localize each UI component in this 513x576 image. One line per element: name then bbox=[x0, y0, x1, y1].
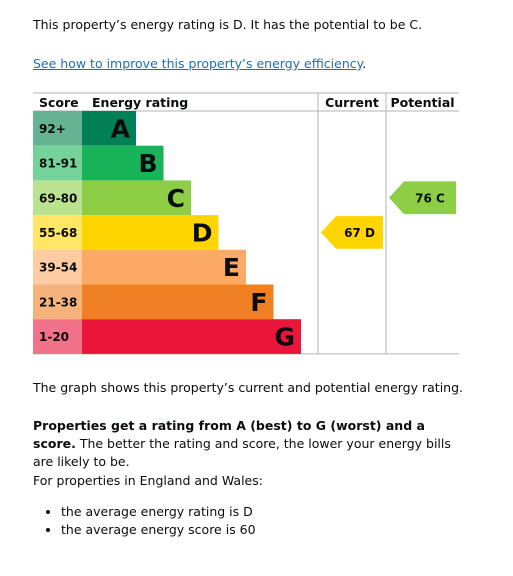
average-score-item: the average energy score is 60 bbox=[61, 521, 256, 539]
rating-explanation-bold: Properties get a rating from A (best) to… bbox=[33, 418, 425, 451]
score-range-cell-b bbox=[33, 145, 82, 181]
header-score: Score bbox=[39, 95, 79, 110]
improve-efficiency-link[interactable]: See how to improve this property’s energ… bbox=[33, 56, 363, 71]
rating-explanation: Properties get a rating from A (best) to… bbox=[33, 417, 463, 471]
average-list: the average energy rating is D the avera… bbox=[33, 503, 256, 539]
rating-bar-f bbox=[82, 284, 274, 320]
rating-bar-c bbox=[82, 180, 191, 216]
score-range-g: 1-20 bbox=[39, 330, 69, 344]
score-range-cell-g bbox=[33, 319, 82, 354]
score-range-a: 92+ bbox=[39, 122, 66, 136]
header-potential: Potential bbox=[390, 95, 454, 110]
rating-letter-c: C bbox=[167, 184, 185, 213]
score-range-cell-d bbox=[33, 215, 82, 250]
rating-bar-e bbox=[82, 249, 246, 285]
improve-efficiency-paragraph: See how to improve this property’s energ… bbox=[33, 55, 366, 73]
england-wales-heading: For properties in England and Wales: bbox=[33, 473, 263, 488]
score-range-b: 81-91 bbox=[39, 157, 77, 171]
rating-letter-g: G bbox=[274, 323, 295, 352]
score-range-e: 39-54 bbox=[39, 261, 77, 275]
score-range-cell-a bbox=[33, 111, 82, 146]
score-range-d: 55-68 bbox=[39, 226, 77, 240]
rating-letter-e: E bbox=[223, 253, 240, 282]
average-rating-item: the average energy rating is D bbox=[61, 503, 256, 521]
energy-rating-summary: This property’s energy rating is D. It h… bbox=[33, 17, 423, 32]
rating-letter-d: D bbox=[192, 218, 213, 247]
header-energy-rating: Energy rating bbox=[92, 95, 188, 110]
current-rating-label: 67 D bbox=[344, 226, 375, 240]
rating-letter-f: F bbox=[250, 288, 267, 317]
rating-bar-d bbox=[82, 215, 219, 250]
rating-letter-a: A bbox=[111, 114, 131, 143]
rating-letter-b: B bbox=[138, 149, 157, 178]
score-range-f: 21-38 bbox=[39, 295, 77, 309]
score-range-cell-c bbox=[33, 180, 82, 216]
potential-rating-label: 76 C bbox=[415, 191, 445, 205]
score-range-cell-f bbox=[33, 284, 82, 320]
score-range-c: 69-80 bbox=[39, 191, 77, 205]
potential-rating-arrow bbox=[389, 181, 456, 215]
rating-bar-g bbox=[82, 319, 301, 354]
graph-description: The graph shows this property’s current … bbox=[33, 380, 463, 395]
header-current: Current bbox=[325, 95, 379, 110]
rating-bar-b bbox=[82, 145, 164, 181]
rating-bar-a bbox=[82, 111, 136, 146]
rating-explanation-rest: The better the rating and score, the low… bbox=[33, 436, 451, 469]
current-rating-arrow bbox=[321, 216, 383, 249]
score-range-cell-e bbox=[33, 249, 82, 285]
link-period: . bbox=[362, 56, 367, 71]
